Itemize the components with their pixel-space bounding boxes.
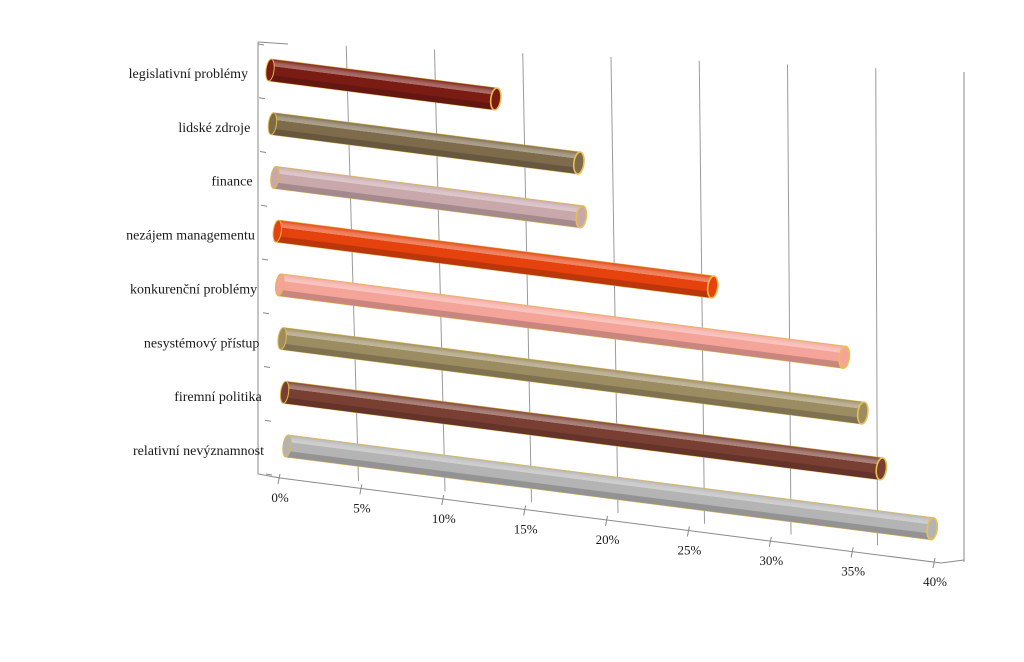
bar-shadow (268, 74, 496, 110)
bar-start-cap (267, 112, 278, 136)
bar-shadow (285, 450, 932, 540)
left-wall-top-edge (257, 41, 289, 45)
bar-shading (285, 435, 934, 540)
bar-end-cap (572, 151, 585, 175)
y-axis-tick (258, 97, 266, 100)
category-label: relativní nevýznamnost (133, 444, 264, 459)
bar (277, 327, 869, 425)
x-tick-labels: 0% 5% 10% 15% 20% 25% 30% 35% 40% (271, 490, 947, 589)
bar-shading (268, 59, 498, 110)
x-tick-label: 25% (677, 543, 701, 558)
x-axis-tick (359, 484, 363, 495)
bar-shading (280, 327, 865, 424)
bar-start-cap (272, 219, 282, 243)
y-axis-tick (259, 151, 267, 153)
bar (275, 273, 851, 369)
bar-end-cap (926, 517, 939, 541)
chart-walls (257, 41, 965, 562)
bar-start-cap (275, 273, 285, 297)
axes (257, 43, 965, 569)
x-tick-label: 35% (841, 564, 865, 579)
category-label: legislativní problémy (129, 67, 248, 82)
bar-shadow (278, 289, 844, 369)
y-axis-tick (260, 204, 268, 207)
bar-shadow (275, 236, 713, 298)
bar-shadow (280, 343, 863, 424)
bar-start-cap (270, 166, 280, 189)
x-axis-tick (768, 536, 772, 548)
bar-start-cap (279, 380, 290, 404)
x-axis-tick (523, 505, 527, 516)
y-axis-tick (265, 473, 273, 476)
bar-shading (273, 166, 583, 228)
bar-end-cap (875, 457, 888, 481)
bar (272, 219, 719, 299)
category-label: firemní politika (174, 390, 262, 405)
gridline (434, 49, 446, 492)
y-axis-tick (262, 312, 270, 315)
category-labels: legislativní problémy lidské zdroje financ… (126, 67, 264, 459)
bar (282, 434, 939, 541)
x-tick-label: 20% (596, 532, 620, 547)
x-axis-tick (686, 526, 690, 537)
bar-end-cap (489, 87, 502, 111)
y-axis-tick (257, 43, 265, 46)
bar-shading (283, 381, 883, 480)
x-tick-label: 40% (923, 574, 947, 589)
category-label: finance (211, 175, 252, 190)
x-axis-tick (932, 557, 936, 569)
bar (270, 165, 588, 229)
x-tick-label: 15% (514, 522, 538, 537)
bar-shading (275, 220, 715, 298)
bar (279, 380, 888, 481)
bar-shadow (271, 128, 579, 174)
x-tick-label: 10% (432, 511, 456, 526)
bar (265, 58, 502, 111)
y-axis-tick (263, 366, 271, 368)
bar-shadow (283, 397, 881, 480)
bar (267, 112, 585, 175)
y-axis-tick (261, 258, 269, 261)
x-axis-tick (441, 494, 445, 506)
y-axis-tick (264, 419, 272, 422)
x-tick-label: 0% (271, 490, 289, 505)
category-label: nesystémový přístup (144, 336, 260, 351)
x-tick-label: 30% (759, 553, 783, 568)
bars (265, 58, 939, 541)
floor-right-edge (940, 559, 965, 564)
bar-end-cap (838, 345, 851, 369)
category-label: nezájem managementu (126, 229, 255, 244)
bar-shading (271, 112, 581, 174)
bar-shadow (273, 182, 581, 228)
x-tick-label: 5% (353, 501, 371, 516)
bar-shading (278, 273, 846, 369)
left-wall-edge (257, 42, 281, 479)
x-axis-tick (605, 515, 608, 527)
x-axis-tick (277, 473, 281, 485)
bar-end-cap (575, 205, 588, 229)
bar-start-cap (282, 434, 292, 458)
bar-end-cap (706, 275, 719, 299)
x-axis-line (279, 477, 942, 564)
bar-start-cap (277, 327, 287, 350)
gridline (345, 45, 359, 481)
bar-end-cap (856, 401, 869, 425)
category-label: lidské zdroje (178, 121, 250, 136)
category-label: konkurenční problémy (130, 282, 257, 297)
x-axis-tick (850, 547, 854, 558)
bar-start-cap (265, 58, 275, 82)
